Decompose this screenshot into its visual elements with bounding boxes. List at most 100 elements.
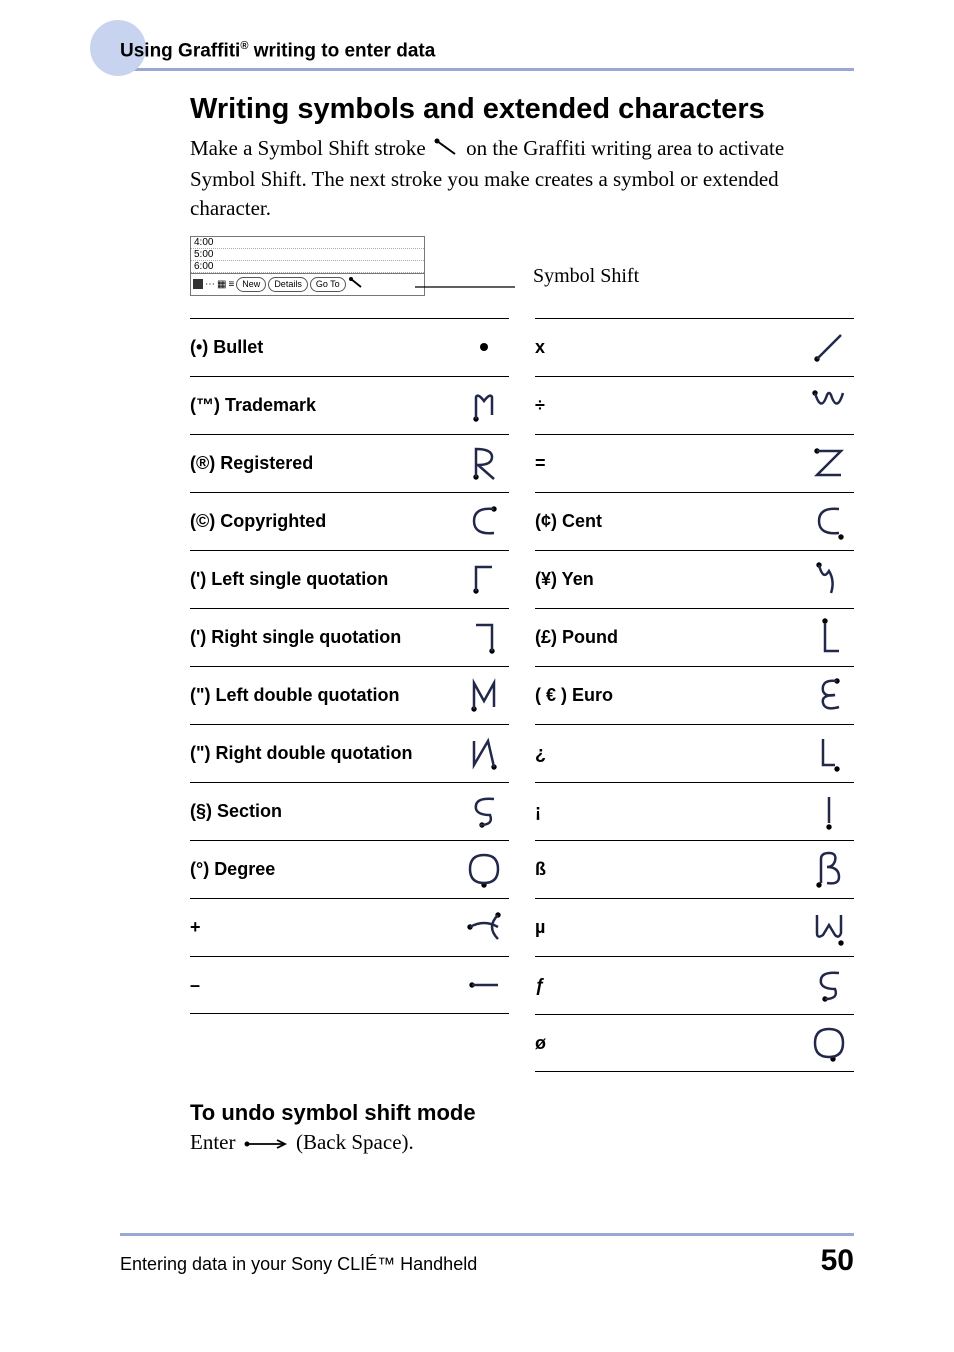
symbol-row: (") Left double quotation [190, 666, 509, 724]
symbol-stroke-icon [804, 1019, 854, 1067]
symbol-stroke-icon [804, 671, 854, 719]
backspace-stroke-icon [241, 1132, 291, 1157]
symbol-stroke-icon [459, 497, 509, 545]
symbol-row: x [535, 318, 854, 376]
symbol-stroke-icon [459, 555, 509, 603]
symbol-shift-label: Symbol Shift [533, 265, 639, 288]
footer-text: Entering data in your Sony CLIÉ™ Handhel… [120, 1254, 477, 1275]
symbol-row: ƒ [535, 956, 854, 1014]
symbol-stroke-icon [804, 903, 854, 951]
symbol-label: ¿ [535, 743, 804, 764]
symbol-label: (¢) Cent [535, 511, 804, 532]
symbol-stroke-icon [459, 903, 509, 951]
footer: Entering data in your Sony CLIÉ™ Handhel… [0, 1233, 954, 1308]
symbol-row: (') Right single quotation [190, 608, 509, 666]
symbol-stroke-icon [459, 439, 509, 487]
mini-details-button: Details [268, 277, 308, 292]
symbol-label: (") Right double quotation [190, 743, 459, 764]
symbol-stroke-icon [804, 439, 854, 487]
symbol-stroke-icon [804, 323, 854, 371]
symbol-row: (®) Registered [190, 434, 509, 492]
symbol-stroke-icon [804, 613, 854, 661]
undo-pre: Enter [190, 1130, 241, 1154]
symbol-stroke-icon [459, 787, 509, 835]
top-header: Using Graffiti® writing to enter data [120, 40, 854, 71]
symbol-table-left: (•) Bullet(™) Trademark(®) Registered(©)… [190, 318, 509, 1072]
symbol-label: = [535, 453, 804, 474]
symbol-stroke-icon [459, 613, 509, 661]
symbol-row: + [190, 898, 509, 956]
symbol-stroke-icon [459, 961, 509, 1009]
symbol-tables: (•) Bullet(™) Trademark(®) Registered(©)… [190, 318, 854, 1072]
symbol-row: (¥) Yen [535, 550, 854, 608]
symbol-label: ƒ [535, 975, 804, 996]
symbol-stroke-icon [459, 381, 509, 429]
symbol-row: (") Right double quotation [190, 724, 509, 782]
undo-post: (Back Space). [296, 1130, 414, 1154]
symbol-label: (©) Copyrighted [190, 511, 459, 532]
symbol-row: µ [535, 898, 854, 956]
symbol-label: ( € ) Euro [535, 685, 804, 706]
symbol-stroke-icon [804, 787, 854, 835]
symbol-stroke-icon [459, 323, 509, 371]
symbol-row: ( € ) Euro [535, 666, 854, 724]
symbol-label: – [190, 975, 459, 996]
symbol-label: (®) Registered [190, 453, 459, 474]
symbol-stroke-icon [459, 671, 509, 719]
mini-grid-icon: ⋯ [205, 279, 215, 290]
symbol-table-right: x ÷ = (¢) Cent (¥) Yen (£) Pound ( € ) Euro ¿ ¡ ß… [535, 318, 854, 1072]
symbol-stroke-icon [459, 845, 509, 893]
symbol-stroke-icon [804, 555, 854, 603]
symbol-label: (') Right single quotation [190, 627, 459, 648]
symbol-row: (§) Section [190, 782, 509, 840]
symbol-row: ÷ [535, 376, 854, 434]
mini-list-icon: ▦ [217, 279, 226, 290]
symbol-label: ß [535, 859, 804, 880]
mini-menu-icon: ≡ [228, 279, 234, 290]
symbol-stroke-icon [459, 729, 509, 777]
symbol-stroke-icon [804, 729, 854, 777]
symbol-row: (¢) Cent [535, 492, 854, 550]
symbol-stroke-icon [804, 497, 854, 545]
symbol-label: (°) Degree [190, 859, 459, 880]
mini-dot-icon [193, 279, 203, 289]
symbol-row: (£) Pound [535, 608, 854, 666]
symbol-stroke-icon [804, 845, 854, 893]
callout-line-icon [415, 280, 515, 294]
symbol-label: (™) Trademark [190, 395, 459, 416]
mini-time-1: 4:00 [191, 237, 424, 249]
symbol-row: (°) Degree [190, 840, 509, 898]
mini-time-2: 5:00 [191, 249, 424, 261]
symbol-row: ¿ [535, 724, 854, 782]
symbol-row: ß [535, 840, 854, 898]
header-rule [120, 68, 854, 71]
symbol-label: (') Left single quotation [190, 569, 459, 590]
symbol-label: + [190, 917, 459, 938]
breadcrumb: Using Graffiti® writing to enter data [120, 40, 854, 68]
symbol-label: (¥) Yen [535, 569, 804, 590]
breadcrumb-post: writing to enter data [248, 40, 435, 61]
mini-new-button: New [236, 277, 266, 292]
symbol-row: ¡ [535, 782, 854, 840]
undo-paragraph: Enter (Back Space). [190, 1130, 854, 1157]
symbol-label: ¡ [535, 801, 804, 822]
symbol-row: ø [535, 1014, 854, 1072]
mini-time-3: 6:00 [191, 261, 424, 273]
symbol-row: – [190, 956, 509, 1014]
mini-screenshot: 4:00 5:00 6:00 ⋯ ▦ ≡ New Details Go To [190, 236, 425, 296]
symbol-label: ÷ [535, 395, 804, 416]
symbol-label: ø [535, 1033, 804, 1054]
symbol-label: x [535, 337, 804, 358]
symbol-row: (™) Trademark [190, 376, 509, 434]
screenshot-row: 4:00 5:00 6:00 ⋯ ▦ ≡ New Details Go To [190, 236, 854, 296]
page-number: 50 [821, 1244, 854, 1278]
symbol-label: (§) Section [190, 801, 459, 822]
section-title: Writing symbols and extended characters [190, 93, 854, 126]
mini-goto-button: Go To [310, 277, 346, 292]
symbol-row: (') Left single quotation [190, 550, 509, 608]
symbol-label: (") Left double quotation [190, 685, 459, 706]
undo-heading: To undo symbol shift mode [190, 1100, 854, 1126]
symbol-stroke-icon [804, 381, 854, 429]
mini-shift-stroke-icon [348, 276, 364, 293]
intro-pre: Make a Symbol Shift stroke [190, 136, 431, 160]
